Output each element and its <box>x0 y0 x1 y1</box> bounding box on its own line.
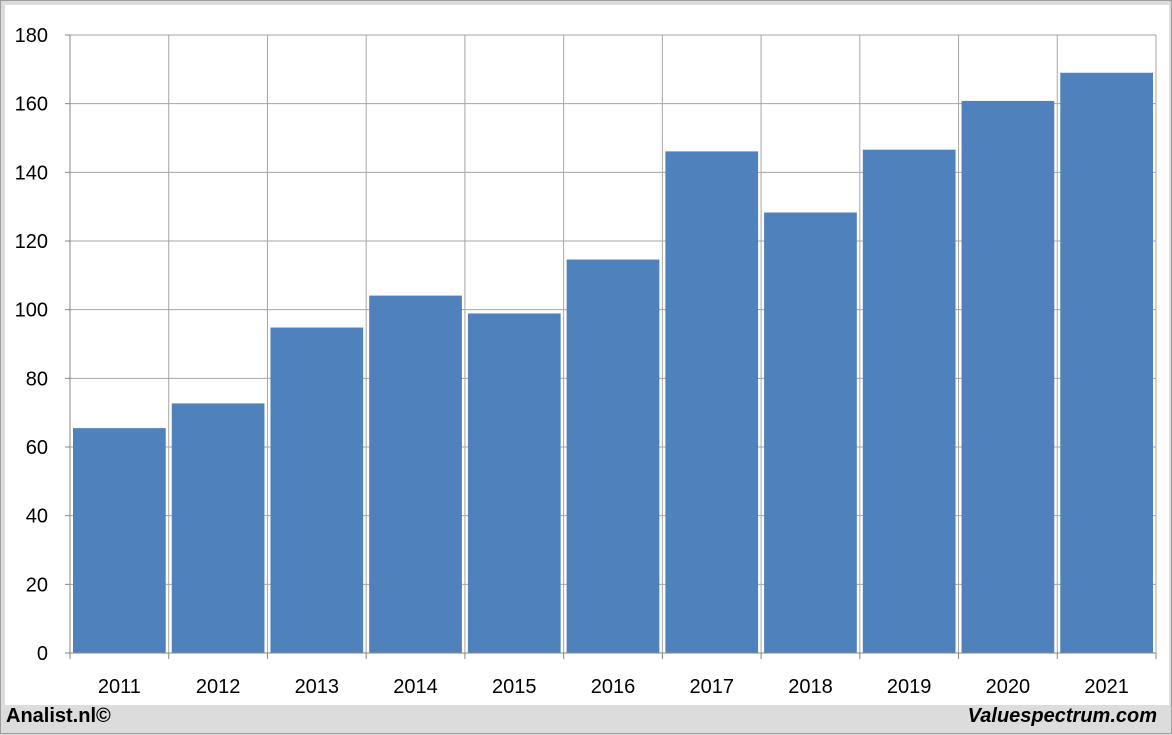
bar <box>270 327 364 653</box>
x-tick-label: 2017 <box>689 676 734 698</box>
y-tick-label: 40 <box>26 506 48 528</box>
y-tick-label: 60 <box>26 437 48 459</box>
x-tick-label: 2015 <box>492 676 537 698</box>
bar <box>467 313 561 653</box>
x-tick-label: 2016 <box>591 676 636 698</box>
bar <box>566 259 660 653</box>
footer-source-left: Analist.nl© <box>6 705 111 727</box>
y-tick-label: 0 <box>37 643 48 665</box>
y-tick-label: 120 <box>15 231 48 253</box>
bar-layer <box>73 72 1153 654</box>
y-tick-label: 20 <box>26 574 48 596</box>
x-tick-label: 2019 <box>887 676 932 698</box>
y-tick-label: 100 <box>15 300 48 322</box>
y-tick-label: 140 <box>15 162 48 184</box>
y-tick-label: 80 <box>26 368 48 390</box>
bar <box>73 428 166 653</box>
bar <box>764 212 857 653</box>
x-tick-label: 2013 <box>295 676 340 698</box>
x-tick-label: 2012 <box>196 676 241 698</box>
bar <box>369 295 462 653</box>
x-tick-label: 2014 <box>393 676 438 698</box>
y-tick-label: 160 <box>15 94 48 116</box>
bar <box>961 100 1055 654</box>
bar <box>171 403 265 653</box>
bar <box>1060 72 1153 654</box>
footer-source-right: Valuespectrum.com <box>967 705 1157 727</box>
label-layer: 0 20 40 60 80 100 120 140 160 180 2011 2012 2013 2014… <box>15 25 1129 698</box>
x-tick-label: 2021 <box>1084 676 1129 698</box>
bar <box>665 151 759 653</box>
x-tick-label: 2011 <box>98 676 141 698</box>
bar <box>862 149 956 653</box>
axis-layer <box>65 34 1157 659</box>
x-tick-label: 2020 <box>986 676 1031 698</box>
x-tick-label: 2018 <box>788 676 833 698</box>
y-tick-label: 180 <box>15 25 48 47</box>
